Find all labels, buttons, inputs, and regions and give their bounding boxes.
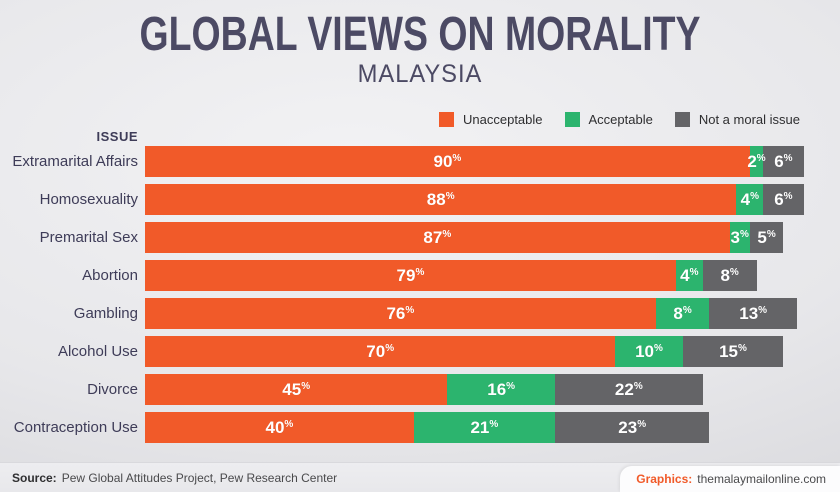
legend-swatch-not-a-moral-issue <box>674 112 690 127</box>
segment-acceptable: 4% <box>736 184 764 215</box>
segment-acceptable: 10% <box>615 336 683 367</box>
issue-label-abortion: Abortion <box>82 267 138 284</box>
segment-unacceptable: 79% <box>145 260 676 291</box>
bar-row: Contraception Use 40% 21% 23% <box>0 412 817 443</box>
bar-row: Homosexuality 88% 4% 6% <box>0 184 817 215</box>
segment-unacceptable: 87% <box>145 222 730 253</box>
segment-not-a-moral-issue: 13% <box>709 298 797 329</box>
bar-row: Extramarital Affairs 90% 2% 6% <box>0 146 817 177</box>
page-subtitle: MALAYSIA <box>357 59 483 88</box>
segment-value: 8% <box>720 266 739 285</box>
segment-value: 4% <box>680 266 699 285</box>
segment-unacceptable: 45% <box>145 374 448 405</box>
segment-not-a-moral-issue: 6% <box>763 184 804 215</box>
issue-label-alcohol-use: Alcohol Use <box>57 343 138 360</box>
legend-swatch-acceptable <box>564 112 580 127</box>
segment-unacceptable: 90% <box>145 146 750 177</box>
bar-track: 45% 16% 22% <box>145 374 817 405</box>
bar-track: 87% 3% 5% <box>145 222 817 253</box>
segment-value: 70% <box>366 342 395 361</box>
legend: Unacceptable Acceptable Not a moral issue <box>439 112 800 127</box>
legend-item-not-a-moral-issue: Not a moral issue <box>674 112 800 127</box>
segment-value: 23% <box>618 418 647 437</box>
segment-acceptable: 16% <box>447 374 555 405</box>
source-text: Pew Global Attitudes Project, Pew Resear… <box>61 471 338 485</box>
source-label: Source: <box>12 471 57 485</box>
segment-unacceptable: 70% <box>145 336 616 367</box>
issue-label-contraception-use: Contraception Use <box>13 419 138 436</box>
issue-label-extramarital-affairs: Extramarital Affairs <box>12 153 138 170</box>
bar-track: 90% 2% 6% <box>145 146 817 177</box>
segment-value: 79% <box>396 266 425 285</box>
segment-value: 10% <box>635 342 663 361</box>
issue-label-premarital-sex: Premarital Sex <box>39 229 138 246</box>
graphics-credit: Graphics: themalaymailonline.com <box>620 466 840 492</box>
segment-value: 5% <box>757 228 776 247</box>
segment-unacceptable: 76% <box>145 298 656 329</box>
segment-unacceptable: 40% <box>145 412 414 443</box>
segment-not-a-moral-issue: 8% <box>702 260 757 291</box>
bar-row: Abortion 79% 4% 8% <box>0 260 817 291</box>
segment-acceptable: 21% <box>413 412 555 443</box>
legend-label: Acceptable <box>588 112 653 127</box>
segment-value: 4% <box>740 190 759 209</box>
header: GLOBAL VIEWS ON MORALITY MALAYSIA <box>0 8 840 88</box>
graphics-label: Graphics: <box>636 472 693 486</box>
segment-value: 3% <box>730 228 749 247</box>
segment-value: 6% <box>774 190 793 209</box>
segment-value: 90% <box>433 152 462 171</box>
segment-value: 88% <box>426 190 455 209</box>
issue-column-header: ISSUE <box>96 129 138 144</box>
segment-not-a-moral-issue: 22% <box>554 374 703 405</box>
issue-label-homosexuality: Homosexuality <box>39 191 138 208</box>
segment-not-a-moral-issue: 15% <box>682 336 784 367</box>
segment-value: 87% <box>423 228 452 247</box>
legend-swatch-unacceptable <box>439 112 455 127</box>
bar-chart: Extramarital Affairs 90% 2% 6% Homosexuality… <box>0 146 817 443</box>
bar-row: Premarital Sex 87% 3% 5% <box>0 222 817 253</box>
bar-row: Divorce 45% 16% 22% <box>0 374 817 405</box>
segment-value: 15% <box>719 342 747 361</box>
segment-not-a-moral-issue: 6% <box>763 146 804 177</box>
legend-item-unacceptable: Unacceptable <box>439 112 543 127</box>
issue-label-gambling: Gambling <box>73 305 138 322</box>
segment-acceptable: 3% <box>729 222 750 253</box>
bar-row: Alcohol Use 70% 10% 15% <box>0 336 817 367</box>
segment-acceptable: 8% <box>655 298 710 329</box>
source-credit: Source: Pew Global Attitudes Project, Pe… <box>12 463 337 492</box>
bar-track: 40% 21% 23% <box>145 412 817 443</box>
legend-item-acceptable: Acceptable <box>564 112 653 127</box>
footer: Source: Pew Global Attitudes Project, Pe… <box>0 462 840 492</box>
segment-not-a-moral-issue: 23% <box>554 412 710 443</box>
segment-value: 2% <box>747 152 766 171</box>
segment-value: 16% <box>487 380 516 399</box>
segment-acceptable: 2% <box>747 146 766 177</box>
page-title: GLOBAL VIEWS ON MORALITY <box>139 8 701 61</box>
segment-unacceptable: 88% <box>145 184 737 215</box>
issue-label-divorce: Divorce <box>87 381 138 398</box>
segment-value: 21% <box>470 418 499 437</box>
segment-acceptable: 4% <box>675 260 703 291</box>
bar-track: 79% 4% 8% <box>145 260 817 291</box>
segment-value: 45% <box>282 380 311 399</box>
segment-value: 8% <box>673 304 692 323</box>
segment-value: 40% <box>265 418 294 437</box>
bar-track: 76% 8% 13% <box>145 298 817 329</box>
segment-not-a-moral-issue: 5% <box>749 222 784 253</box>
segment-value: 22% <box>614 380 643 399</box>
legend-label: Not a moral issue <box>698 112 800 127</box>
segment-value: 13% <box>739 304 768 323</box>
graphics-text: themalaymailonline.com <box>697 472 826 486</box>
bar-track: 70% 10% 15% <box>145 336 817 367</box>
legend-label: Unacceptable <box>463 112 543 127</box>
segment-value: 76% <box>386 304 415 323</box>
bar-track: 88% 4% 6% <box>145 184 817 215</box>
segment-value: 6% <box>774 152 793 171</box>
bar-row: Gambling 76% 8% 13% <box>0 298 817 329</box>
